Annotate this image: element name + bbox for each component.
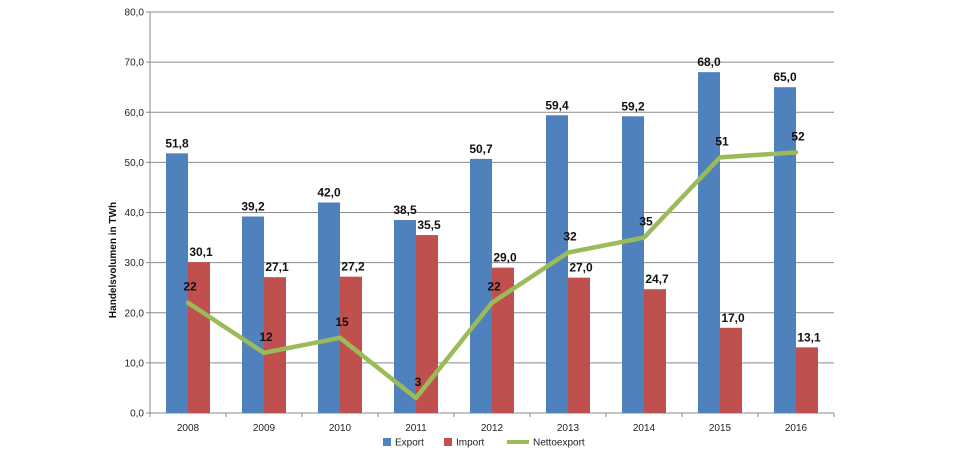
export-bar: [774, 87, 796, 413]
x-tick-label: 2013: [557, 423, 580, 434]
import-bar: [264, 277, 286, 413]
net-export-point: [262, 351, 266, 355]
export-bar: [166, 153, 188, 414]
import-data-label: 29,0: [493, 251, 517, 265]
bars: [166, 72, 818, 414]
net-export-point: [718, 155, 722, 159]
import-bar: [568, 277, 590, 413]
legend-swatch-export: [383, 438, 391, 446]
net-export-data-label: 51: [715, 134, 729, 148]
import-data-label: 27,2: [341, 260, 365, 274]
net-export-data-label: 12: [259, 330, 273, 344]
import-bar: [188, 262, 210, 413]
net-export-point: [338, 336, 342, 340]
x-tick-label: 2014: [633, 423, 656, 434]
net-export-line: [185, 150, 799, 401]
legend-swatch-import: [444, 438, 452, 446]
export-data-label: 65,0: [773, 70, 797, 84]
export-data-label: 50,7: [469, 142, 493, 156]
export-bar: [470, 158, 492, 413]
x-tick-label: 2015: [709, 423, 732, 434]
import-data-label: 17,0: [721, 311, 745, 325]
legend-label-import: Import: [456, 438, 485, 449]
net-export-data-label: 3: [415, 375, 422, 389]
import-data-label: 30,1: [189, 245, 213, 259]
export-data-label: 39,2: [241, 200, 265, 214]
import-data-label: 27,0: [569, 261, 593, 275]
export-bar: [698, 72, 720, 414]
net-export-point: [794, 150, 798, 154]
export-data-label: 38,5: [393, 203, 417, 217]
import-bar: [644, 289, 666, 413]
net-export-data-label: 22: [183, 280, 197, 294]
y-axis-title: Handelsvolumen in TWh: [108, 202, 119, 318]
export-bar: [394, 220, 416, 413]
export-bar: [546, 115, 568, 413]
import-data-label: 35,5: [417, 218, 441, 232]
export-data-label: 51,8: [165, 136, 189, 150]
net-export-point: [490, 301, 494, 305]
export-data-label: 59,4: [545, 98, 569, 112]
net-export-data-label: 22: [487, 280, 501, 294]
export-bar: [318, 202, 340, 413]
legend-label-nettoexport: Nettoexport: [533, 438, 585, 449]
export-bar: [622, 116, 644, 413]
net-export-data-label: 15: [335, 315, 349, 329]
export-data-label: 59,2: [621, 99, 645, 113]
data-labels: 51,8 30,1 39,2 27,1 42,0 27,2 38,535,5 50,7 29,0…: [165, 55, 821, 389]
legend-label-export: Export: [395, 438, 424, 449]
x-tick-label: 2008: [177, 423, 200, 434]
y-tick-label: 70,0: [125, 58, 145, 69]
net-export-data-label: 32: [563, 230, 577, 244]
export-data-label: 68,0: [697, 55, 721, 69]
export-bar: [242, 216, 264, 413]
y-tick-label: 50,0: [125, 158, 145, 169]
import-data-label: 13,1: [797, 330, 821, 344]
y-tick-label: 20,0: [125, 308, 145, 319]
import-data-label: 27,1: [265, 260, 289, 274]
import-bar: [416, 235, 438, 413]
import-data-label: 24,7: [645, 272, 669, 286]
y-tick-label: 80,0: [125, 8, 145, 19]
import-bar: [492, 267, 514, 413]
x-tick-label: 2012: [481, 423, 504, 434]
legend: Export Import Nettoexport: [383, 438, 585, 449]
net-export-point: [642, 236, 646, 240]
y-tick-label: 30,0: [125, 258, 145, 269]
import-bar: [796, 347, 818, 413]
x-tick-label: 2010: [329, 423, 352, 434]
net-export-point: [414, 396, 418, 400]
y-tick-label: 0,0: [130, 409, 144, 420]
x-tick-label: 2016: [785, 423, 808, 434]
export-data-label: 42,0: [317, 185, 341, 199]
net-export-data-label: 52: [791, 129, 805, 143]
import-bar: [720, 327, 742, 413]
x-tick-label: 2009: [253, 423, 276, 434]
net-export-point: [186, 301, 190, 305]
net-export-data-label: 35: [639, 215, 653, 229]
x-tick-label: 2011: [405, 423, 427, 434]
net-export-point: [566, 251, 570, 255]
y-tick-label: 60,0: [125, 108, 145, 119]
y-tick-label: 40,0: [125, 208, 145, 219]
y-tick-label: 10,0: [125, 358, 145, 369]
